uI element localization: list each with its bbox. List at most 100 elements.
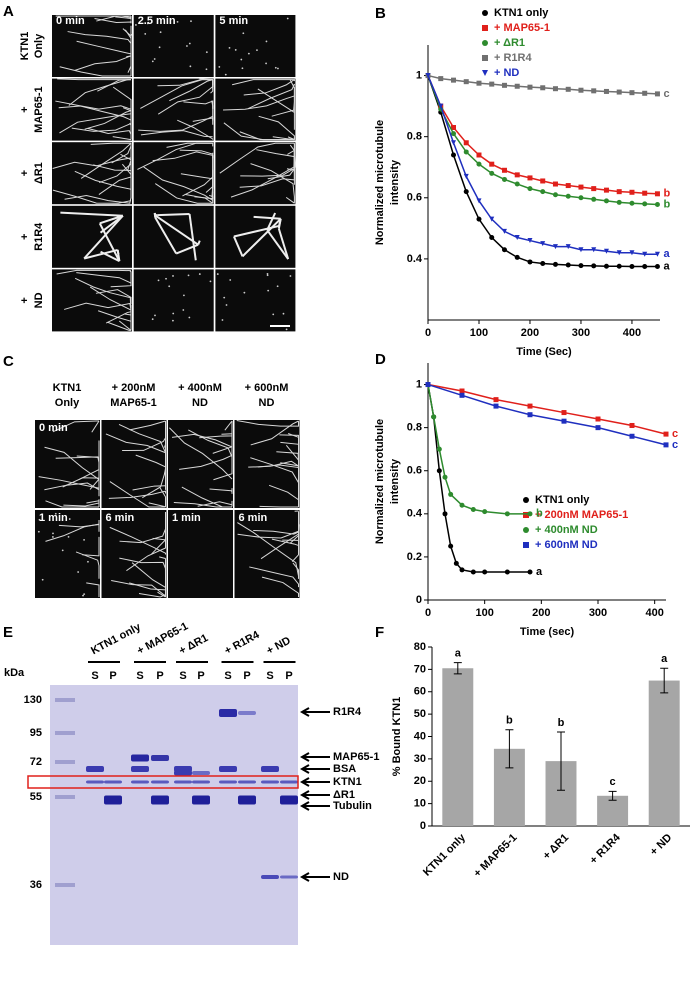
point [553, 182, 558, 187]
arrow [302, 753, 330, 761]
point [451, 153, 456, 158]
y-tick-label: 0 [420, 820, 426, 832]
row-label: R1R4 [33, 222, 45, 251]
point [502, 229, 507, 234]
annotation: c [610, 776, 616, 788]
fragment [82, 595, 84, 597]
fragment [277, 285, 279, 287]
bar [442, 668, 473, 826]
point [642, 201, 647, 206]
x-tick-label: + ND [648, 832, 674, 858]
row-label: ΔR1 [33, 162, 45, 184]
point [448, 492, 453, 497]
gel-band [238, 781, 256, 784]
fragment [287, 18, 289, 20]
arrow [302, 765, 330, 773]
annotation: b [558, 717, 565, 729]
lane-label: P [197, 670, 204, 682]
fragment [229, 279, 231, 281]
annotation: b [506, 715, 513, 727]
point [553, 192, 558, 197]
gel-band [192, 771, 210, 775]
end-label: b [663, 198, 670, 210]
legend-marker [482, 10, 488, 16]
fragment [229, 47, 231, 49]
legend-marker [482, 40, 488, 46]
point [515, 182, 520, 187]
y-tick-label: 0.6 [407, 465, 422, 477]
point [505, 511, 510, 516]
row-label: MAP65-1 [33, 86, 45, 132]
micrograph [102, 420, 167, 508]
arrow [302, 708, 330, 716]
lane-label: S [91, 670, 98, 682]
row-label: + [19, 297, 31, 303]
point [540, 189, 545, 194]
time-label: 6 min [239, 512, 268, 524]
gel [50, 685, 298, 945]
legend-marker [482, 25, 488, 31]
point [443, 475, 448, 480]
fragment [177, 21, 179, 23]
point [476, 162, 481, 167]
gel-band [219, 766, 237, 772]
point [664, 442, 669, 447]
lane-label: P [156, 670, 163, 682]
point [604, 188, 609, 193]
legend-label: + ΔR1 [494, 37, 525, 49]
legend-label: KTN1 only [535, 494, 590, 506]
fragment [210, 280, 212, 282]
end-label: a [663, 248, 670, 260]
series-line [428, 76, 657, 255]
fragment [190, 20, 192, 22]
point [471, 507, 476, 512]
arrow [302, 778, 330, 786]
fragment [222, 319, 224, 321]
y-tick-label: 40 [414, 730, 426, 742]
fragment [152, 318, 154, 320]
fragment [248, 53, 250, 55]
point [540, 178, 545, 183]
point [502, 177, 507, 182]
fragment [277, 68, 279, 70]
x-tick-label: 200 [521, 327, 539, 339]
fragment [69, 518, 71, 520]
fragment [206, 68, 208, 70]
gel-band [261, 766, 279, 772]
point [596, 425, 601, 430]
point [591, 263, 596, 268]
point [566, 183, 571, 188]
series-line [428, 76, 657, 267]
y-tick-label: 0.6 [407, 192, 422, 204]
x-axis-title: Time (sec) [520, 626, 575, 638]
row-label: ND [33, 292, 45, 308]
point [578, 263, 583, 268]
time-label: 1 min [39, 512, 68, 524]
gel-band [192, 781, 210, 784]
point [438, 76, 443, 81]
point [642, 191, 647, 196]
legend-marker [523, 497, 529, 503]
gel-band [131, 781, 149, 784]
panel-letter: D [375, 351, 386, 368]
point [562, 419, 567, 424]
fragment [206, 51, 208, 53]
ladder-band [55, 760, 75, 764]
point [630, 423, 635, 428]
gel-band [174, 781, 192, 784]
gel-band [174, 771, 192, 776]
gel-band [238, 711, 256, 715]
row-label: + [19, 170, 31, 176]
point [566, 87, 571, 92]
fragment [286, 328, 288, 330]
point [489, 171, 494, 176]
lane-label: S [266, 670, 273, 682]
point [596, 417, 601, 422]
point [629, 201, 634, 206]
legend-marker [523, 542, 529, 548]
y-tick-label: 0.8 [407, 422, 422, 434]
fragment [283, 313, 285, 315]
point [527, 175, 532, 180]
point [460, 503, 465, 508]
row-label: KTN1 [19, 32, 31, 61]
